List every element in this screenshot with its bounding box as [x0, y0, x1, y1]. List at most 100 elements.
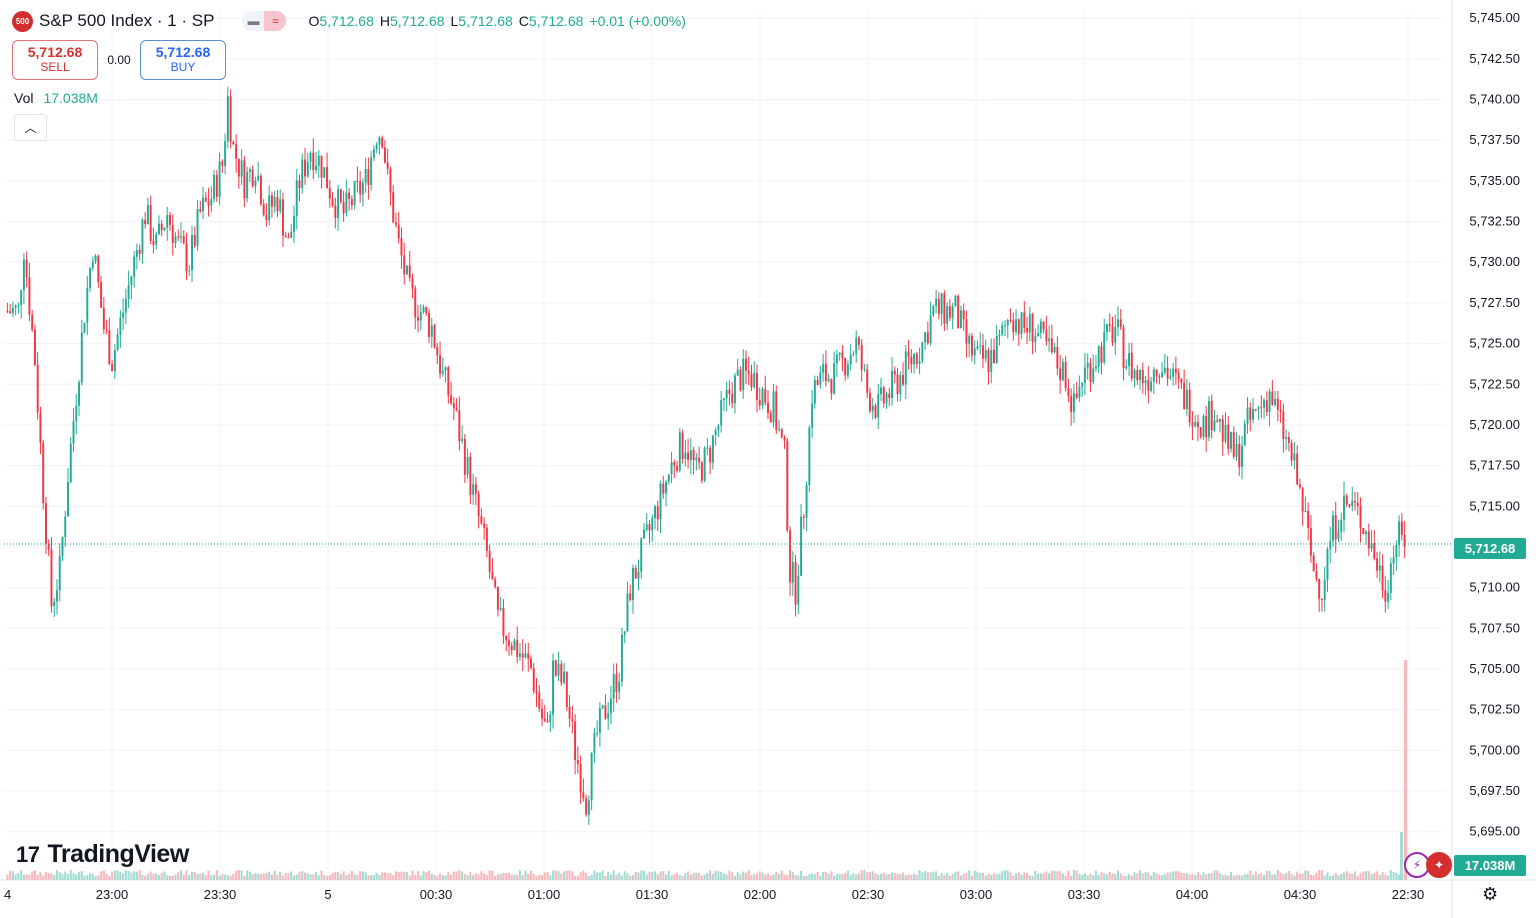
volume-bar: [1150, 875, 1153, 880]
volume-bar: [119, 871, 122, 880]
candle-body: [948, 306, 951, 318]
volume-bar: [248, 871, 251, 880]
candle-body: [246, 172, 249, 199]
candle-body: [89, 267, 92, 289]
volume-bar: [538, 875, 541, 880]
volume-bar: [849, 874, 852, 880]
approx-icon[interactable]: ≈: [264, 11, 287, 31]
volume-bar: [744, 872, 748, 880]
volume-bar: [918, 870, 921, 880]
tradingview-logo: 17 TradingView: [16, 840, 189, 869]
candle-body: [532, 668, 535, 692]
candle-body: [469, 456, 472, 495]
minus-icon[interactable]: ▬: [247, 14, 260, 28]
candle-body: [772, 391, 775, 423]
volume-bar: [1389, 870, 1392, 880]
candle-body: [1152, 369, 1155, 382]
volume-bar: [1028, 875, 1031, 880]
volume-bar: [1045, 871, 1048, 880]
volume-bar: [1240, 875, 1244, 880]
volume-bar: [58, 872, 61, 880]
candle-body: [987, 350, 990, 372]
volume-bar: [1048, 873, 1051, 880]
volume-bar: [766, 873, 770, 880]
volume-bar: [910, 874, 913, 880]
volume-bar: [1351, 873, 1354, 880]
candle-body: [28, 277, 31, 315]
candle-body: [488, 550, 491, 572]
volume-spike-bar: [1404, 660, 1407, 880]
x-tick-label: 4: [4, 887, 11, 902]
volume-bar: [1111, 873, 1114, 880]
tradingview-wordmark: TradingView: [47, 840, 189, 868]
candle-body: [929, 315, 932, 344]
candle-body: [6, 311, 9, 313]
volume-bar: [684, 872, 687, 880]
volume-bar: [303, 872, 307, 880]
candle-body: [1249, 407, 1252, 420]
candle-body: [802, 516, 805, 518]
candle-body: [857, 337, 860, 345]
candle-body: [1218, 418, 1221, 422]
volume-bar: [1188, 874, 1191, 880]
volume-bar: [218, 875, 221, 880]
volume-bar: [549, 875, 552, 880]
volume-bar: [959, 875, 962, 880]
volume-bar: [808, 874, 811, 880]
candle-body: [295, 180, 298, 216]
candle-body: [775, 391, 778, 430]
us-flag-icon[interactable]: ✦: [1426, 852, 1452, 878]
candle-body: [1017, 319, 1020, 334]
volume-bar: [667, 871, 670, 880]
buy-button[interactable]: 5,712.68 BUY: [140, 40, 226, 80]
candle-body: [778, 429, 781, 431]
candle-body: [1354, 501, 1356, 503]
volume-bar: [794, 874, 797, 880]
volume-bar: [133, 871, 136, 880]
candle-body: [116, 334, 119, 350]
volume-bar: [687, 871, 690, 880]
volume-bar: [337, 872, 340, 880]
candle-body: [612, 674, 615, 699]
candle-body: [1089, 362, 1092, 382]
volume-bar: [1133, 872, 1136, 880]
series-toggle[interactable]: ▬ ≈: [242, 11, 287, 31]
candle-body: [1139, 370, 1142, 381]
candle-body: [1191, 422, 1194, 427]
y-tick-label: 5,722.50: [1469, 376, 1520, 391]
candle-body: [780, 429, 783, 438]
candle-body: [797, 575, 800, 605]
candle-body: [579, 764, 582, 793]
volume-bar: [334, 871, 337, 880]
y-tick-label: 5,720.00: [1469, 417, 1520, 432]
volume-bar: [262, 873, 265, 880]
candle-body: [678, 432, 681, 471]
sell-button[interactable]: 5,712.68 SELL: [12, 40, 98, 80]
volume-bar: [805, 875, 808, 880]
candle-body: [1144, 380, 1147, 384]
y-tick-label: 5,717.50: [1469, 458, 1520, 473]
volume-legend[interactable]: Vol 17.038M: [14, 90, 98, 106]
candle-body: [794, 562, 797, 605]
settings-gear-icon[interactable]: ⚙: [1482, 884, 1499, 904]
volume-bar: [1340, 873, 1343, 880]
volume-bar: [375, 873, 378, 880]
candle-body: [576, 759, 579, 765]
volume-bar: [370, 875, 373, 880]
candle-body: [1384, 590, 1387, 602]
volume-bar: [210, 875, 213, 880]
candle-body: [75, 405, 78, 422]
chevron-up-icon[interactable]: ︿: [14, 114, 47, 141]
y-tick-label: 5,705.00: [1469, 661, 1520, 676]
volume-bar: [1276, 870, 1279, 880]
volume-bar: [750, 875, 753, 880]
volume-bar: [579, 872, 582, 880]
candle-body: [133, 256, 136, 277]
volume-bar: [788, 870, 792, 880]
symbol-title[interactable]: S&P 500 Index · 1 · SP: [39, 11, 215, 30]
candle-body: [604, 705, 607, 719]
candle-body: [1285, 436, 1288, 439]
volume-bar: [1202, 872, 1205, 880]
candle-body: [899, 375, 902, 394]
